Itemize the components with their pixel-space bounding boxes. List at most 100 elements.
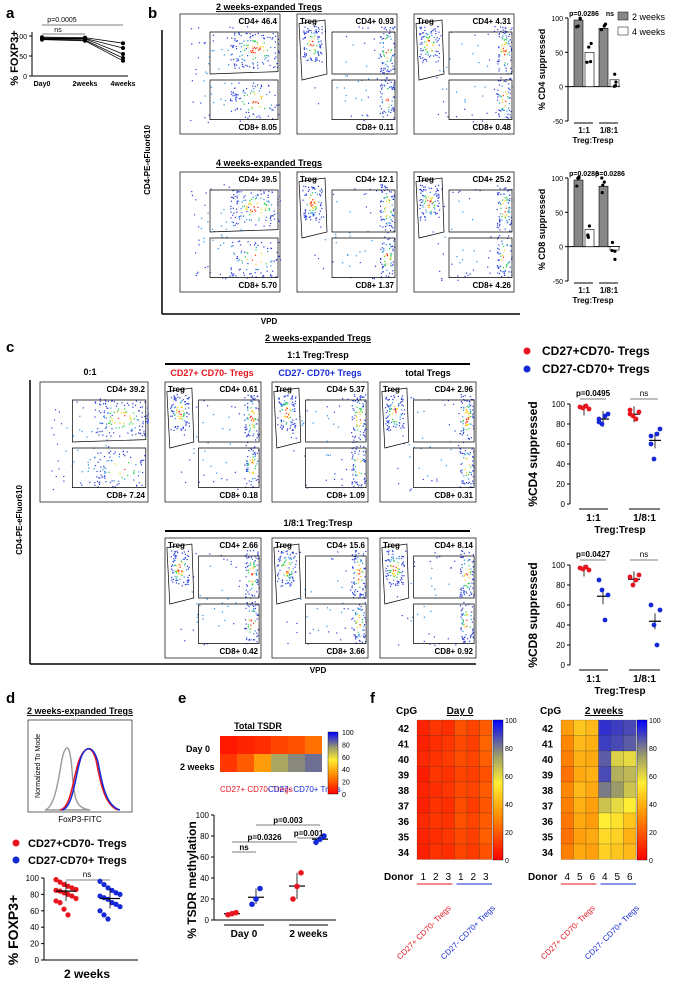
panel-label-e: e <box>178 690 186 707</box>
panel-f-heat-cell <box>479 843 493 860</box>
panel-c-scatter-xlabel-0: Treg:Tresp <box>594 525 645 536</box>
panel-d-legend-red: CD27+CD70- Tregs <box>28 838 127 850</box>
panel-f-heat-cell <box>585 812 599 829</box>
panel-f-donor-id: 4 <box>564 872 570 883</box>
panel-f-heat-cell <box>466 719 480 736</box>
panel-f-cbar-tick: 40 <box>505 802 513 809</box>
panel-f-heat-cell <box>441 750 455 767</box>
panel-f-heat-cell <box>479 735 493 752</box>
panel-a-point <box>121 41 125 46</box>
panel-label-b: b <box>148 5 157 22</box>
panel-f-cpg-site: 36 <box>398 817 410 828</box>
panel-f-donor-id: 5 <box>577 872 583 883</box>
panel-f-heat-cell <box>598 781 612 798</box>
panel-c-dot <box>602 617 608 623</box>
panel-f-heat-cell <box>416 766 430 783</box>
panel-c-dot <box>586 406 592 412</box>
panel-f-heat-cell <box>429 812 443 829</box>
panel-f-cbar-tick: 60 <box>649 774 657 781</box>
panel-d-dot <box>109 900 115 906</box>
panel-a-point <box>121 58 125 63</box>
panel-e-heat-cell <box>305 754 322 772</box>
panel-d-ylabel: % FOXP3+ <box>5 895 21 965</box>
panel-b-bar <box>573 179 584 247</box>
panel-e-ytick: 20 <box>200 895 209 904</box>
panel-b-ytick: 100 <box>551 176 563 183</box>
panel-f-heat-cell <box>416 828 430 845</box>
panel-d-dot <box>113 890 119 896</box>
panel-f-cpg-day0: CpG <box>396 706 417 717</box>
panel-e-heat-cell <box>288 736 305 754</box>
panel-c-dot <box>636 409 642 415</box>
panel-f-heat-cell <box>454 797 468 814</box>
panel-c-ytick: 100 <box>552 561 566 570</box>
panel-c-dot <box>648 433 654 439</box>
panel-e-dot <box>321 833 327 839</box>
panel-c-dot <box>583 403 589 409</box>
panel-c-p2: ns <box>640 550 648 559</box>
panel-label-a: a <box>6 5 15 22</box>
panel-f-heat-cell <box>610 735 624 752</box>
panel-f-heat-cell <box>585 843 599 860</box>
panel-f-heat-cell <box>441 735 455 752</box>
panel-f-heat-cell <box>479 719 493 736</box>
panel-f-heat-cell <box>598 812 612 829</box>
panel-b-ytick: 100 <box>551 16 563 23</box>
panel-e-annotation: ns <box>239 843 249 852</box>
panel-c-ytick: 60 <box>556 440 565 449</box>
panel-b-title-4w: 4 weeks-expanded Tregs <box>216 158 322 168</box>
flow-treg-label: Treg <box>383 541 400 550</box>
panel-d-title: 2 weeks-expanded Tregs <box>27 706 133 716</box>
panel-f-heat-cell <box>441 766 455 783</box>
panel-f-heat-cell <box>429 750 443 767</box>
panel-b-flow-2w-2: Treg CD4+ 4.31 CD8+ 0.48 <box>413 13 515 135</box>
panel-e-dot <box>233 909 239 916</box>
panel-e-heat-cell <box>254 736 271 754</box>
panel-f-donor-id: 1 <box>420 872 426 883</box>
panel-c-ytick: 40 <box>556 460 565 469</box>
panel-f-cbar-tick: 80 <box>649 746 657 753</box>
panel-f-heat-cell <box>466 828 480 845</box>
panel-d-dot <box>105 885 111 891</box>
panel-c-col-total: total Tregs <box>405 368 451 378</box>
panel-f-heat-cell <box>598 766 612 783</box>
panel-f-heat-cell <box>466 843 480 860</box>
panel-f-heat-cell <box>429 828 443 845</box>
flow-treg-label: Treg <box>417 175 434 184</box>
panel-f-cpg-site: 35 <box>542 833 554 844</box>
panel-f-heat-cell <box>623 812 637 829</box>
panel-a-p-value: p=0.0005 <box>47 17 76 24</box>
panel-f-heat-cell <box>441 719 455 736</box>
panel-f-heat-cell <box>560 719 574 736</box>
flow-cd8-label: CD8+ 5.70 <box>239 281 278 290</box>
panel-b-ytick: -50 <box>553 119 563 126</box>
panel-c-flow-r1-2: Treg CD4+ 2.96 CD8+ 0.31 <box>379 381 477 503</box>
panel-b-bar-category: 1:1 <box>578 126 590 135</box>
panel-f-heat-cell <box>610 781 624 798</box>
panel-b-bar-xlabel-1: Treg:Tresp <box>573 296 614 305</box>
flow-cd4-label: CD4+ 5.37 <box>327 385 366 394</box>
panel-b: 2 weeks-expanded Tregs 4 weeks-expanded … <box>143 2 666 326</box>
panel-f-heat-cell <box>573 750 587 767</box>
panel-f-heat-cell <box>466 735 480 752</box>
panel-e-heatmap-title: Total TSDR <box>234 721 282 731</box>
flow-cd4-label: CD4+ 2.96 <box>435 385 474 394</box>
panel-label-d: d <box>6 690 15 707</box>
panel-f-heat-cell <box>585 797 599 814</box>
panel-d-dot <box>65 912 71 918</box>
panel-e-dot <box>313 839 319 846</box>
panel-c-dot <box>651 456 657 462</box>
panel-f-heat-cell <box>416 735 430 752</box>
panel-f-cpg-2w: CpG <box>540 706 561 717</box>
panel-f-heat-cell <box>610 843 624 860</box>
panel-c-dot <box>627 574 633 580</box>
panel-c-dot <box>633 577 639 583</box>
panel-f-cpg-site: 42 <box>398 724 410 735</box>
panel-f-heat-cell <box>466 812 480 829</box>
flow-treg-label: Treg <box>300 175 317 184</box>
panel-f-heat-cell <box>598 797 612 814</box>
panel-f-cpg-site: 36 <box>542 817 554 828</box>
panel-f-heat-cell <box>441 797 455 814</box>
panel-c-flow-r1-0: Treg CD4+ 0.61 CD8+ 0.18 <box>164 381 262 503</box>
panel-d-dot <box>101 912 107 918</box>
